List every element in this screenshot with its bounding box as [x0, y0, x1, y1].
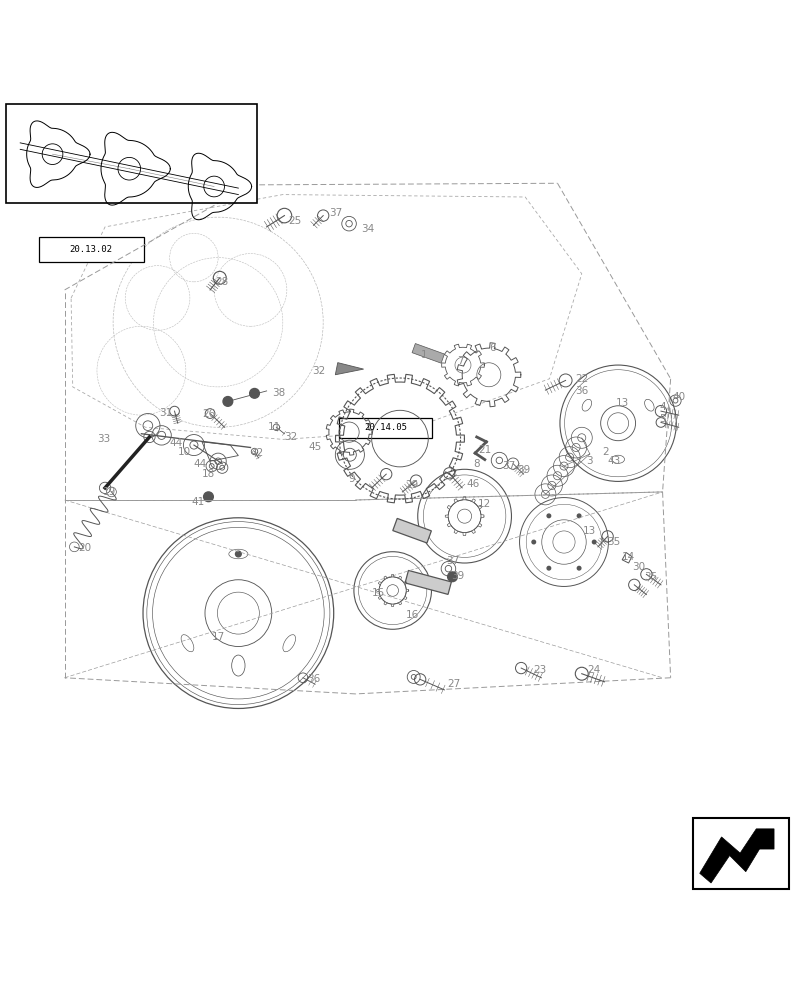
- Text: 29: 29: [406, 480, 419, 490]
- Bar: [6, 104, 257, 203]
- Polygon shape: [700, 829, 774, 883]
- Text: 23: 23: [533, 665, 546, 675]
- Circle shape: [577, 514, 581, 518]
- Text: 44: 44: [194, 459, 207, 469]
- Text: 14: 14: [622, 552, 635, 562]
- Text: 35: 35: [644, 572, 657, 582]
- Bar: [693, 818, 789, 889]
- Text: 37: 37: [446, 556, 459, 566]
- Text: 40: 40: [672, 392, 685, 402]
- Text: 22: 22: [575, 374, 588, 384]
- Text: 26: 26: [202, 409, 215, 419]
- Text: 36: 36: [307, 674, 320, 684]
- Circle shape: [223, 397, 233, 406]
- Polygon shape: [393, 518, 431, 543]
- Text: 13: 13: [616, 398, 629, 408]
- Text: 32: 32: [284, 432, 297, 442]
- Text: 20.13.02: 20.13.02: [69, 245, 113, 254]
- Text: 25: 25: [288, 216, 301, 226]
- Polygon shape: [412, 344, 444, 363]
- Text: 1: 1: [421, 350, 427, 360]
- Circle shape: [448, 572, 457, 582]
- Text: 30: 30: [632, 562, 645, 572]
- Circle shape: [547, 514, 551, 518]
- Text: 35: 35: [608, 537, 621, 547]
- Text: 16: 16: [406, 610, 419, 620]
- Bar: [39, 237, 144, 262]
- Circle shape: [250, 388, 259, 398]
- Text: 8: 8: [473, 459, 480, 469]
- Text: 45: 45: [309, 442, 322, 452]
- Text: 20.14.05: 20.14.05: [364, 423, 407, 432]
- Text: 19: 19: [103, 487, 116, 497]
- Text: 28: 28: [216, 277, 229, 287]
- Text: 2: 2: [603, 447, 609, 457]
- Text: 10: 10: [178, 447, 191, 457]
- Text: 39: 39: [517, 465, 530, 475]
- Text: 32: 32: [313, 366, 326, 376]
- Text: 36: 36: [575, 386, 588, 396]
- Text: 15: 15: [372, 588, 385, 598]
- Text: 21: 21: [478, 445, 491, 455]
- Text: 46: 46: [466, 479, 479, 489]
- Polygon shape: [335, 363, 364, 375]
- Text: 7: 7: [457, 356, 464, 366]
- Circle shape: [592, 540, 596, 544]
- Text: 20: 20: [78, 543, 91, 553]
- Text: 27: 27: [448, 679, 461, 689]
- Text: 12: 12: [478, 499, 491, 509]
- Text: 43: 43: [608, 456, 621, 466]
- Circle shape: [532, 540, 536, 544]
- Text: 3: 3: [587, 456, 593, 466]
- Text: 41: 41: [191, 497, 204, 507]
- Text: 24: 24: [587, 665, 600, 675]
- Text: 4: 4: [659, 402, 666, 412]
- Text: 39: 39: [452, 571, 465, 581]
- Bar: [339, 418, 432, 438]
- Circle shape: [547, 566, 550, 570]
- Text: 37: 37: [503, 461, 516, 471]
- Text: 37: 37: [329, 208, 342, 218]
- Polygon shape: [405, 570, 452, 594]
- Text: 13: 13: [583, 526, 596, 536]
- Text: 31: 31: [159, 408, 172, 418]
- Text: 33: 33: [97, 434, 110, 444]
- Text: 18: 18: [202, 469, 215, 479]
- Text: 42: 42: [250, 448, 263, 458]
- Circle shape: [235, 551, 242, 557]
- Text: 5: 5: [659, 414, 666, 424]
- Text: 17: 17: [212, 632, 225, 642]
- Text: 44: 44: [170, 438, 183, 448]
- Text: 34: 34: [361, 224, 374, 234]
- Text: 6: 6: [490, 343, 496, 353]
- Text: 9: 9: [348, 474, 355, 484]
- Text: 38: 38: [272, 388, 285, 398]
- Circle shape: [204, 492, 213, 502]
- Text: 11: 11: [268, 422, 281, 432]
- Circle shape: [577, 566, 581, 570]
